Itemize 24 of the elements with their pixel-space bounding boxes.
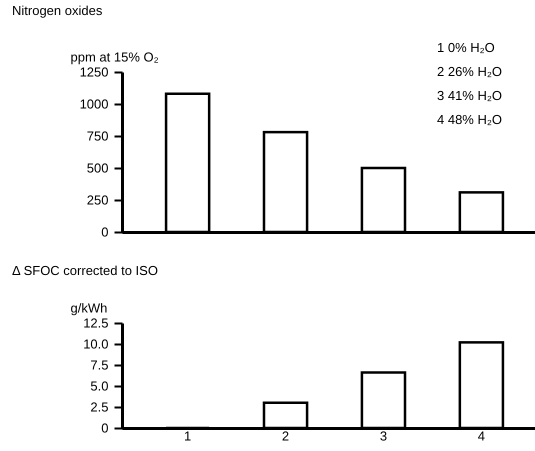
annotation: 4 48% H₂O [437, 112, 502, 127]
x-tick-label: 3 [380, 428, 388, 444]
x-tick-label: 4 [478, 428, 486, 444]
y-tick-label: 500 [86, 160, 108, 176]
chart-title: Δ SFOC corrected to ISO [12, 263, 158, 278]
annotation: 2 26% H₂O [437, 64, 502, 79]
y-tick-label: 1000 [80, 96, 108, 112]
y-tick-label: 5.0 [90, 378, 108, 394]
y-tick-label: 250 [86, 192, 108, 208]
y-tick-label: 2.5 [90, 400, 108, 414]
y-tick-label: 750 [86, 128, 108, 144]
y-tick-label: 0 [101, 420, 108, 436]
y-tick-label: 10.0 [83, 336, 108, 352]
chart-title: Nitrogen oxides [12, 3, 103, 18]
y-tick-label: 0 [101, 224, 108, 240]
x-tick-label: 2 [282, 428, 290, 444]
x-tick-label: 1 [184, 428, 192, 444]
text: 1 0% H₂O [437, 40, 495, 55]
y-axis-title: g/kWh [70, 300, 108, 316]
annotation: 3 41% H₂O [437, 88, 502, 103]
y-axis-title: ppm at 15% O₂ [70, 50, 159, 64]
y-tick-label: 7.5 [90, 358, 108, 372]
y-tick-label: 12.5 [83, 316, 108, 330]
y-tick-label: 1250 [80, 64, 108, 80]
